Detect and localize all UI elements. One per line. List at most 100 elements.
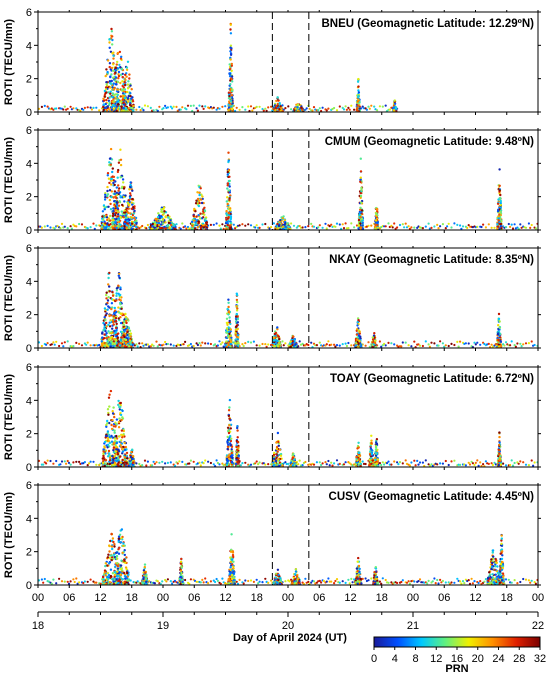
roti-point (118, 107, 121, 111)
roti-point (344, 222, 347, 225)
roti-point (176, 109, 179, 112)
roti-point (38, 459, 41, 462)
roti-point (53, 227, 56, 230)
roti-point (236, 425, 239, 428)
roti-point (226, 323, 229, 326)
roti-point (261, 107, 264, 111)
roti-point (117, 464, 120, 467)
roti-point (417, 463, 420, 466)
roti-point (195, 215, 198, 218)
roti-point (123, 458, 127, 461)
roti-point (499, 344, 503, 348)
roti-point (236, 318, 239, 321)
roti-point (124, 312, 127, 316)
roti-point (318, 107, 321, 110)
roti-point (114, 317, 118, 320)
roti-point (350, 344, 353, 347)
roti-point (226, 184, 229, 187)
roti-point (158, 219, 162, 222)
roti-point (123, 345, 127, 348)
roti-point (112, 315, 116, 318)
roti-point (335, 344, 339, 347)
roti-point (107, 99, 111, 103)
roti-point (354, 344, 357, 347)
roti-point (335, 222, 339, 225)
roti-point (118, 63, 121, 67)
roti-point (356, 104, 359, 107)
roti-point (229, 28, 232, 31)
roti-point (83, 106, 86, 109)
roti-point (125, 317, 128, 320)
roti-point (105, 297, 108, 300)
roti-point (115, 63, 119, 66)
roti-point (127, 202, 130, 205)
roti-point (403, 226, 406, 229)
roti-point (228, 185, 231, 188)
roti-point (197, 221, 200, 225)
roti-point (497, 198, 500, 201)
roti-point (328, 225, 331, 228)
roti-point (228, 101, 231, 105)
roti-point (120, 89, 124, 92)
roti-point (231, 80, 234, 83)
roti-point (413, 459, 416, 462)
roti-point (127, 464, 130, 467)
roti-point (196, 226, 199, 229)
roti-point (322, 344, 325, 347)
roti-point (43, 225, 46, 228)
roti-point (121, 336, 124, 339)
roti-point (310, 222, 313, 225)
roti-point (106, 222, 109, 225)
roti-point (334, 225, 337, 228)
roti-point (474, 343, 477, 346)
roti-point (497, 219, 500, 222)
roti-point (513, 344, 516, 347)
roti-point (373, 332, 376, 335)
roti-point (135, 108, 138, 111)
roti-point (106, 218, 109, 222)
roti-point (114, 450, 118, 453)
roti-point (199, 226, 203, 229)
roti-point (227, 189, 231, 192)
roti-point (112, 63, 115, 66)
roti-point (509, 463, 512, 467)
roti-point (110, 83, 113, 86)
roti-point (410, 461, 413, 464)
roti-point (126, 328, 129, 332)
roti-point (216, 461, 219, 465)
roti-point (119, 342, 123, 345)
roti-point (394, 106, 398, 109)
roti-point (164, 340, 167, 344)
roti-point (338, 344, 341, 347)
y-tick-label: 0 (26, 225, 32, 237)
roti-point (105, 293, 108, 297)
roti-point (108, 435, 112, 439)
roti-point (470, 460, 473, 463)
roti-point (106, 436, 110, 440)
roti-point (124, 338, 128, 342)
roti-point (117, 284, 120, 287)
roti-point (533, 343, 536, 347)
roti-point (110, 158, 114, 161)
roti-point (202, 226, 205, 229)
roti-point (172, 105, 175, 108)
roti-point (156, 345, 159, 348)
roti-point (115, 456, 118, 460)
roti-point (308, 107, 311, 110)
roti-point (108, 314, 111, 318)
roti-point (119, 444, 122, 447)
roti-point (111, 38, 114, 42)
roti-point (63, 225, 66, 228)
roti-point (380, 463, 383, 467)
roti-point (287, 462, 290, 465)
roti-point (138, 105, 141, 109)
roti-point (59, 463, 62, 466)
roti-point (175, 105, 178, 108)
roti-point (111, 35, 114, 38)
roti-point (200, 198, 203, 201)
roti-point (226, 441, 229, 444)
roti-point (108, 101, 111, 105)
roti-point (106, 194, 109, 198)
roti-point (114, 96, 117, 99)
roti-point (375, 212, 378, 216)
